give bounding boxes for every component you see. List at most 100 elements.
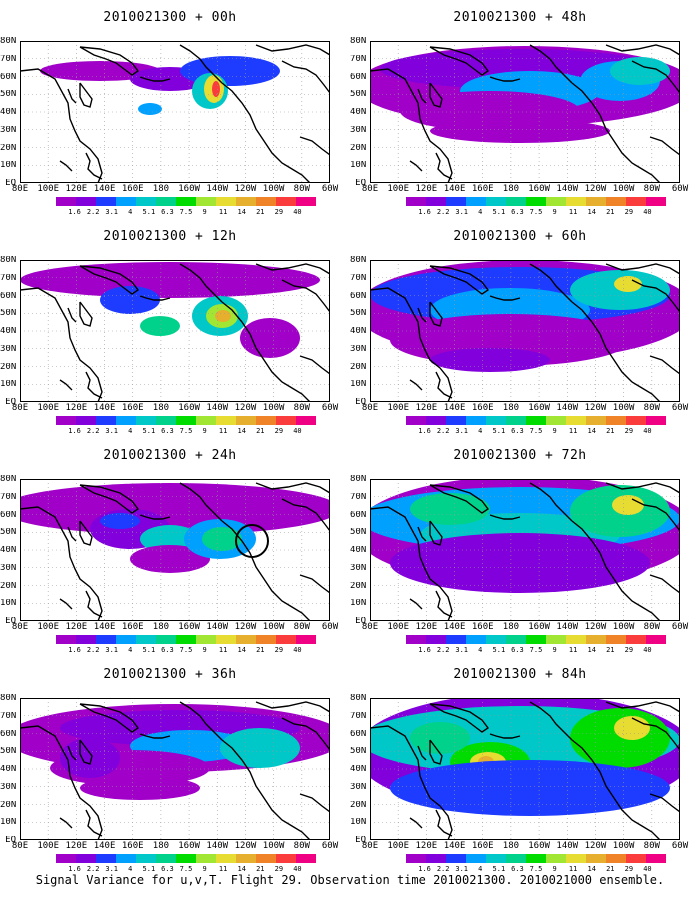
colorbar-cell: [216, 197, 236, 206]
latitude-label: 40N: [0, 327, 16, 336]
longitude-label: 100E: [387, 184, 410, 194]
colorbar-label: 40: [293, 646, 302, 654]
longitude-label: 80W: [643, 403, 660, 413]
latitude-label: EQ: [5, 617, 16, 626]
colorbar-cell: [56, 635, 76, 644]
colorbar-cell: [196, 854, 216, 863]
colorbar-label: 3.1: [105, 865, 119, 873]
variance-contour-6: [430, 348, 550, 372]
longitude-label: 120W: [234, 403, 257, 413]
longitude-label: 140E: [93, 403, 116, 413]
colorbar: [406, 635, 666, 644]
colorbar-cell: [546, 197, 566, 206]
panel-title: 2010021300 + 00h: [103, 10, 237, 25]
longitude-label: 140W: [206, 184, 229, 194]
colorbar-label: 11: [568, 208, 578, 216]
longitude-label: 180: [152, 622, 170, 632]
longitude-label: 120E: [415, 841, 438, 851]
map-panel: 2010021300 + 36h 80N 70N 60N 50N 40N 30N 20N 10N…: [0, 665, 340, 880]
variance-field: [20, 262, 320, 358]
colorbar-labels: 1.6 2.2 3.1 4 5.1 6.3 7.5 9 11 14 21 29 40: [56, 865, 316, 874]
colorbar-cell: [296, 854, 316, 863]
longitude-label: 80W: [293, 622, 310, 632]
colorbar-label: 29: [274, 427, 284, 435]
colorbar-cell: [96, 197, 116, 206]
colorbar-cell: [466, 854, 486, 863]
colorbar-label: 5.1: [492, 208, 506, 216]
colorbar-label: 29: [624, 646, 634, 654]
colorbar-label: 9: [552, 208, 557, 216]
colorbar-cell: [76, 197, 96, 206]
longitude-label: 160E: [471, 184, 494, 194]
latitude-label: 70N: [0, 711, 16, 721]
latitude-label: 40N: [0, 108, 16, 117]
map-plot: 80E 100E 120E 140E 160E 180 160W 140W 120W 100W 80…: [362, 479, 688, 632]
colorbar-cell: [506, 635, 526, 644]
colorbar-label: 1.6: [68, 865, 81, 873]
latitude-label: 10N: [0, 599, 16, 609]
colorbar-label: 6.3: [161, 427, 174, 435]
longitude-label: 140E: [443, 622, 466, 632]
panel-title: 2010021300 + 12h: [103, 229, 237, 244]
longitude-label: 80W: [643, 622, 660, 632]
longitude-label: 140W: [556, 841, 579, 851]
colorbar-cell: [606, 416, 626, 425]
colorbar-cell: [76, 854, 96, 863]
map-plot: 80E 100E 120E 140E 160E 180 160W 140W 120W 100W 80…: [362, 41, 688, 194]
colorbar-cell: [256, 197, 276, 206]
longitude-label: 60W: [321, 622, 339, 632]
colorbar-label: 4: [478, 646, 483, 654]
colorbar-label: 11: [218, 646, 228, 654]
latitude-label: 60N: [350, 72, 366, 82]
latitude-label: 50N: [0, 309, 16, 319]
colorbar-cell: [426, 854, 446, 863]
variance-contour-5: [80, 776, 200, 800]
variance-field: [370, 260, 680, 372]
panel-title: 2010021300 + 36h: [103, 667, 237, 682]
colorbar-cell: [486, 416, 506, 425]
colorbar-label: 9: [202, 646, 207, 654]
colorbar-cell: [586, 416, 606, 425]
colorbar-label: 11: [218, 208, 228, 216]
colorbar-label: 21: [606, 646, 615, 654]
colorbar-label: 7.5: [529, 865, 543, 873]
colorbar-label: 21: [256, 865, 265, 873]
latitude-label: 10N: [350, 599, 366, 609]
variance-contour-6: [138, 103, 162, 115]
longitude-label: 100E: [387, 403, 410, 413]
latitude-label: EQ: [355, 836, 366, 845]
longitude-label: 100E: [37, 403, 60, 413]
variance-contour-5: [570, 708, 670, 768]
longitude-label: 180: [502, 184, 520, 194]
longitude-label: 140E: [443, 841, 466, 851]
colorbar-cell: [526, 854, 546, 863]
longitude-label: 100W: [612, 841, 635, 851]
variance-contour-6: [410, 493, 490, 525]
longitude-label: 180: [152, 403, 170, 413]
latitude-label: 10N: [350, 161, 366, 171]
latitude-label: 70N: [0, 54, 16, 64]
colorbar-label: 6.3: [161, 208, 174, 216]
longitude-label: 140E: [93, 184, 116, 194]
colorbar-label: 14: [237, 865, 246, 873]
longitude-label: 120W: [234, 841, 257, 851]
variance-contour-4: [614, 276, 642, 292]
colorbar-label: 1.6: [418, 865, 431, 873]
colorbar-cell: [606, 854, 626, 863]
colorbar-cell: [566, 635, 586, 644]
colorbar-cell: [526, 197, 546, 206]
colorbar-label: 11: [568, 427, 578, 435]
colorbar-label: 29: [624, 427, 634, 435]
colorbar-label: 6.3: [511, 427, 524, 435]
colorbar-cell: [96, 854, 116, 863]
colorbar-cell: [406, 635, 426, 644]
longitude-label: 120E: [65, 403, 88, 413]
coastlines: [20, 44, 330, 183]
variance-field: [40, 56, 280, 115]
coastlines: [370, 263, 680, 402]
map-frame: [20, 260, 330, 402]
map-panel: 2010021300 + 60h 80N 70N 60N 50N 40N 30N 20N 10N…: [350, 227, 690, 442]
latitude-label: 10N: [350, 818, 366, 828]
colorbar-cell: [546, 854, 566, 863]
figure-caption: Signal Variance for u,v,T. Flight 29. Ob…: [35, 873, 665, 887]
